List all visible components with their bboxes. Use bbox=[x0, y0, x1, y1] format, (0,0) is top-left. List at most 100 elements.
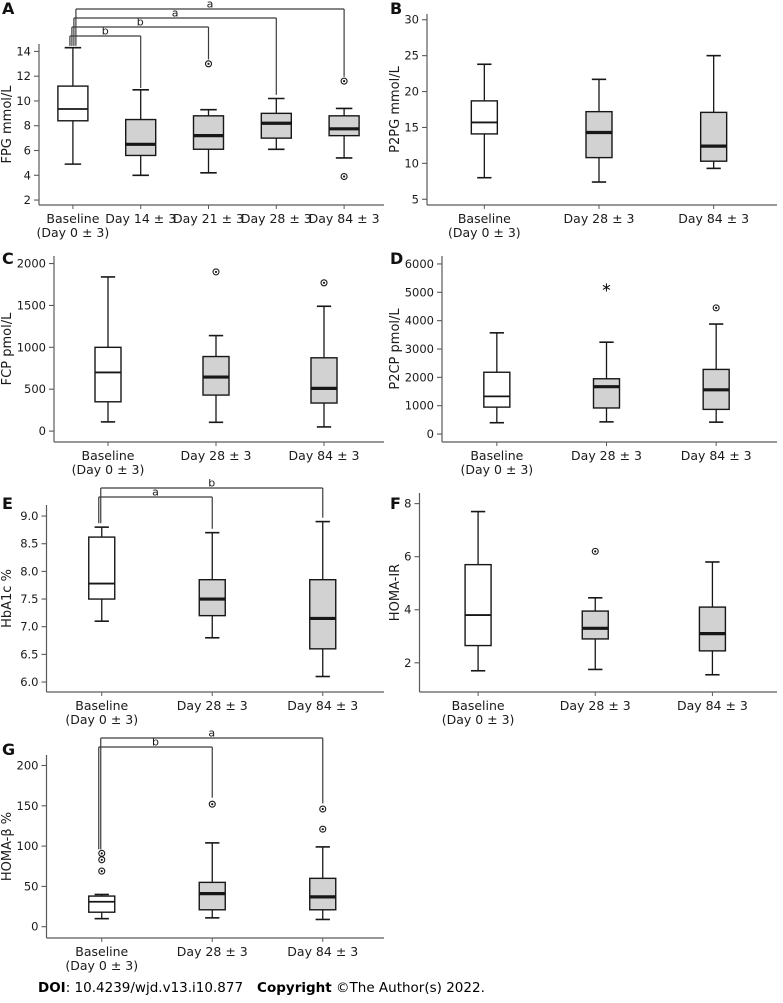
doi-footer: DOI: 10.4239/wjd.v13.i10.877 Copyright ©T… bbox=[0, 975, 783, 996]
panel-g-homa-beta: G 0 50 100 150 200 HOMA-β % Baseline (Day 0 ± 3… bbox=[0, 729, 388, 975]
svg-text:0: 0 bbox=[427, 427, 434, 441]
svg-text:(Day 0 ± 3): (Day 0 ± 3) bbox=[448, 225, 521, 240]
figure-row-2: C 0 500 1000 1500 2000 FCP pmol/L Baseline (Day… bbox=[0, 242, 783, 479]
boxplot-chart-homa-beta: 0 50 100 150 200 HOMA-β % Baseline(Day 0 ± 3) D… bbox=[0, 729, 384, 973]
svg-text:3000: 3000 bbox=[405, 342, 434, 356]
svg-text:Day 21 ± 3: Day 21 ± 3 bbox=[173, 211, 244, 226]
svg-text:a: a bbox=[208, 729, 215, 740]
boxplot-chart-p2cp: 0 1000 2000 3000 4000 5000 6000 P2CP pmol/L Base… bbox=[388, 256, 777, 477]
svg-text:Day 28 ± 3: Day 28 ± 3 bbox=[241, 211, 312, 226]
svg-text:(Day 0 ± 3): (Day 0 ± 3) bbox=[460, 462, 533, 477]
svg-text:∗: ∗ bbox=[601, 281, 612, 296]
svg-text:Day 84 ± 3: Day 84 ± 3 bbox=[681, 448, 752, 463]
panel-letter-a: A bbox=[2, 0, 15, 18]
panel-e-hba1c: E 6.0 6.5 7.0 7.5 8.0 8.5 9.0 HbA1c % Baseline (D… bbox=[0, 479, 388, 729]
svg-text:2000: 2000 bbox=[405, 370, 434, 384]
svg-text:Day 84 ± 3: Day 84 ± 3 bbox=[287, 944, 358, 959]
svg-text:b: b bbox=[137, 16, 144, 29]
svg-text:P2CP pmol/L: P2CP pmol/L bbox=[388, 308, 403, 390]
panel-d-p2cp: D 0 1000 2000 3000 4000 5000 6000 P2CP pmol/L Ba… bbox=[388, 242, 781, 479]
doi-label: DOI bbox=[38, 980, 66, 996]
svg-text:Baseline: Baseline bbox=[46, 211, 99, 226]
svg-text:4: 4 bbox=[404, 603, 411, 617]
svg-text:Baseline: Baseline bbox=[75, 944, 128, 959]
panel-a-fpg: A 2 4 6 8 10 12 14 FPG mmol/L Baseline (Day 0 ± 3… bbox=[0, 0, 388, 242]
boxplot-chart-p2pg: 5 10 15 20 25 30 P2PG mmol/L Baseline(Day 0 ± 3… bbox=[388, 13, 777, 240]
svg-text:1500: 1500 bbox=[17, 298, 46, 312]
svg-text:12: 12 bbox=[16, 69, 31, 83]
copyright-label: Copyright bbox=[257, 980, 332, 996]
svg-text:Day 28 ± 3: Day 28 ± 3 bbox=[177, 944, 248, 959]
svg-text:Day 28 ± 3: Day 28 ± 3 bbox=[181, 448, 252, 463]
svg-text:a: a bbox=[207, 0, 214, 11]
svg-text:4000: 4000 bbox=[405, 314, 434, 328]
copyright-value: ©The Author(s) 2022. bbox=[331, 980, 485, 996]
svg-text:6.0: 6.0 bbox=[20, 675, 38, 689]
svg-text:b: b bbox=[208, 479, 215, 490]
svg-text:50: 50 bbox=[24, 879, 39, 893]
svg-text:FCP pmol/L: FCP pmol/L bbox=[0, 312, 15, 385]
svg-text:HOMA-β %: HOMA-β % bbox=[0, 812, 15, 881]
panel-b-p2pg: B 5 10 15 20 25 30 P2PG mmol/L Baseline (Day 0 ±… bbox=[388, 0, 781, 242]
svg-text:6.5: 6.5 bbox=[20, 647, 38, 661]
panel-letter-e: E bbox=[2, 494, 13, 513]
svg-text:8: 8 bbox=[24, 119, 31, 133]
svg-text:Baseline: Baseline bbox=[82, 448, 135, 463]
boxplot-chart-fcp: 0 500 1000 1500 2000 FCP pmol/L Baseline(Day 0… bbox=[0, 256, 384, 477]
boxplot-chart-homa-ir: 2 4 6 8 HOMA-IR Baseline(Day 0 ± 3) Day 28 ± 3… bbox=[388, 493, 777, 727]
svg-text:1000: 1000 bbox=[17, 340, 46, 354]
svg-text:b: b bbox=[102, 25, 109, 38]
svg-text:a: a bbox=[172, 7, 179, 20]
panel-letter-f: F bbox=[390, 494, 401, 513]
svg-text:(Day 0 ± 3): (Day 0 ± 3) bbox=[65, 958, 138, 973]
svg-text:8.5: 8.5 bbox=[20, 537, 38, 551]
svg-text:a: a bbox=[152, 486, 159, 499]
svg-text:Day 28 ± 3: Day 28 ± 3 bbox=[177, 698, 248, 713]
figure-row-1: A 2 4 6 8 10 12 14 FPG mmol/L Baseline (Day 0 ± 3… bbox=[0, 0, 783, 242]
svg-text:8: 8 bbox=[404, 497, 411, 511]
svg-text:(Day 0 ± 3): (Day 0 ± 3) bbox=[37, 225, 110, 240]
doi-value: : 10.4239/wjd.v13.i10.877 bbox=[65, 980, 244, 996]
svg-text:14: 14 bbox=[16, 44, 31, 58]
svg-text:Baseline: Baseline bbox=[452, 698, 505, 713]
svg-text:7.0: 7.0 bbox=[20, 620, 38, 634]
svg-text:HOMA-IR: HOMA-IR bbox=[388, 564, 403, 621]
svg-text:Day 84 ± 3: Day 84 ± 3 bbox=[678, 211, 749, 226]
svg-text:Baseline: Baseline bbox=[75, 698, 128, 713]
svg-text:2: 2 bbox=[24, 193, 31, 207]
svg-text:2: 2 bbox=[404, 656, 411, 670]
svg-text:15: 15 bbox=[404, 120, 419, 134]
svg-text:Baseline: Baseline bbox=[458, 211, 511, 226]
svg-text:P2PG mmol/L: P2PG mmol/L bbox=[388, 65, 403, 152]
svg-text:Day 84 ± 3: Day 84 ± 3 bbox=[287, 698, 358, 713]
svg-text:0: 0 bbox=[31, 920, 38, 934]
svg-text:9.0: 9.0 bbox=[20, 509, 38, 523]
panel-letter-b: B bbox=[390, 0, 403, 18]
svg-text:0: 0 bbox=[39, 424, 46, 438]
svg-text:FPG mmol/L: FPG mmol/L bbox=[0, 85, 15, 164]
svg-text:(Day 0 ± 3): (Day 0 ± 3) bbox=[442, 712, 515, 727]
svg-text:10: 10 bbox=[404, 156, 419, 170]
svg-text:4: 4 bbox=[24, 168, 31, 182]
boxplot-chart-hba1c: 6.0 6.5 7.0 7.5 8.0 8.5 9.0 HbA1c % Baseline(Day… bbox=[0, 479, 384, 727]
figure-row-3: E 6.0 6.5 7.0 7.5 8.0 8.5 9.0 HbA1c % Baseline (D… bbox=[0, 479, 783, 729]
svg-text:20: 20 bbox=[404, 85, 419, 99]
panel-c-fcp: C 0 500 1000 1500 2000 FCP pmol/L Baseline (Day… bbox=[0, 242, 388, 479]
figure-row-4: G 0 50 100 150 200 HOMA-β % Baseline (Day 0 ± 3… bbox=[0, 729, 783, 975]
svg-text:(Day 0 ± 3): (Day 0 ± 3) bbox=[65, 712, 138, 727]
svg-text:1000: 1000 bbox=[405, 399, 434, 413]
svg-text:7.5: 7.5 bbox=[20, 592, 38, 606]
svg-text:Baseline: Baseline bbox=[470, 448, 523, 463]
svg-text:(Day 0 ± 3): (Day 0 ± 3) bbox=[72, 462, 145, 477]
svg-text:Day 28 ± 3: Day 28 ± 3 bbox=[564, 211, 635, 226]
svg-text:HbA1c %: HbA1c % bbox=[0, 569, 15, 628]
svg-text:150: 150 bbox=[17, 799, 39, 813]
svg-text:100: 100 bbox=[17, 839, 39, 853]
svg-text:Day 28 ± 3: Day 28 ± 3 bbox=[571, 448, 642, 463]
svg-text:5000: 5000 bbox=[405, 285, 434, 299]
svg-text:25: 25 bbox=[404, 49, 419, 63]
svg-text:Day 84 ± 3: Day 84 ± 3 bbox=[289, 448, 360, 463]
panel-letter-g: G bbox=[2, 740, 16, 759]
